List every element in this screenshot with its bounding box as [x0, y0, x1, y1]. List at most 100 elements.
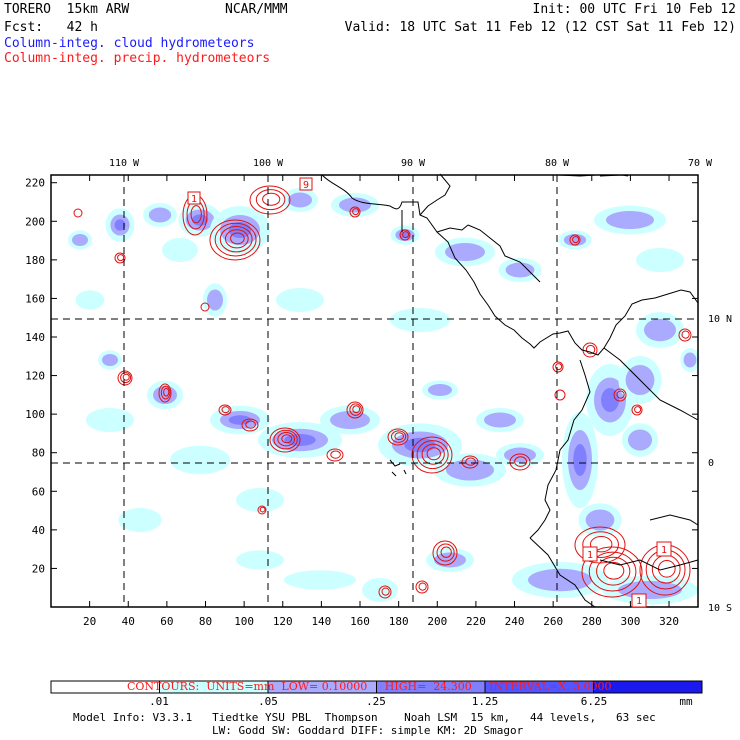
cloud-blob: [628, 429, 652, 451]
contour-label: 1: [636, 596, 642, 607]
precip-contour: [616, 390, 625, 399]
y-tick-label: 80: [32, 447, 45, 460]
precip-contour: [200, 302, 210, 312]
precip-contour: [230, 232, 245, 245]
precip-contour: [218, 404, 232, 416]
precip-contour: [277, 432, 296, 447]
cloud-blob: [504, 447, 536, 463]
precip-contour: [554, 389, 566, 401]
cloud-blob: [644, 318, 676, 342]
precip-contour: [411, 436, 453, 474]
precip-contour: [581, 546, 643, 598]
cloud-blob: [118, 508, 162, 532]
precip-contour: [555, 363, 563, 371]
precip-contour: [257, 505, 267, 515]
precip-contour: [117, 254, 125, 262]
organization-label: NCAR/MMM: [225, 2, 288, 17]
precip-contour: [259, 506, 266, 513]
x-tick-label: 320: [659, 615, 679, 628]
precip-contour: [249, 185, 291, 215]
cloud-blob: [404, 437, 436, 453]
cloud-shading: [68, 188, 700, 605]
x-tick-label: 60: [160, 615, 173, 628]
lat-label: 10 S: [708, 603, 732, 614]
precip-contour: [514, 456, 528, 467]
cloud-legend: Column-integ. cloud hydrometeors: [4, 36, 255, 51]
interval-value: INTERVAL=X 3.0000: [489, 680, 612, 693]
model-info-line1: Model Info: V3.3.1 Tiedtke YSU PBL Thomp…: [73, 711, 656, 724]
precip-contour: [432, 540, 458, 566]
precip-contour: [681, 330, 690, 339]
precip-contour: [465, 457, 476, 466]
colorbar-label: 6.25: [580, 695, 608, 708]
cloud-blob: [636, 248, 684, 272]
precip-legend: Column-integ. precip. hydrometeors: [4, 51, 271, 66]
map-frame: [50, 174, 699, 608]
x-tick-label: 40: [122, 615, 135, 628]
precip-contour: [273, 429, 298, 450]
lat-labels: 10 N 0 10 S: [708, 314, 732, 614]
x-tick-label: 200: [427, 615, 447, 628]
precip-contour: [440, 546, 452, 558]
x-tick-label: 240: [505, 615, 525, 628]
cloud-blob: [236, 550, 284, 570]
precip-contour: [114, 252, 126, 264]
precip-contour: [399, 229, 411, 241]
precip-contour: [262, 192, 281, 206]
x-tick-label: 20: [83, 615, 96, 628]
y-tick-label: 20: [32, 562, 45, 575]
x-tick-label: 80: [199, 615, 212, 628]
low-value: LOW= 0.10000: [281, 680, 368, 693]
cloud-blob: [446, 459, 494, 481]
precip-contour: [418, 582, 427, 591]
precip-contour: [574, 526, 626, 564]
init-time: Init: 00 UTC Fri 10 Feb 12: [532, 2, 737, 17]
lat-label: 10 N: [708, 314, 732, 325]
cloud-blob: [390, 308, 450, 332]
precip-contour: [402, 231, 410, 239]
cloud-blob: [683, 352, 697, 368]
precip-contour: [436, 543, 455, 562]
contour-label: 9: [303, 180, 309, 191]
cloud-blob: [276, 288, 324, 312]
y-tick-label: 100: [25, 408, 45, 421]
precip-contour: [596, 556, 631, 586]
cloud-blob: [284, 570, 356, 590]
precip-contour: [221, 406, 230, 414]
colorbar-label: 1.25: [471, 695, 499, 708]
cloud-blob: [75, 290, 105, 310]
colorbar: [50, 680, 703, 694]
precip-contour: [509, 453, 531, 471]
precip-contour: [390, 430, 407, 443]
contour-label: 1: [191, 194, 197, 205]
y-tick-label: 140: [25, 331, 45, 344]
precip-contour: [224, 229, 249, 249]
model-info-line2: LW: Godd SW: Goddard DIFF: simple KM: 2D…: [212, 724, 524, 737]
cloud-blob: [236, 488, 284, 512]
precip-contour: [349, 403, 362, 416]
x-tick-label: 260: [543, 615, 563, 628]
x-tick-label: 220: [466, 615, 486, 628]
contour-info: CONTOURS: UNITS=mm LOW= 0.10000 HIGH= 24…: [120, 669, 611, 693]
x-tick-label: 280: [582, 615, 602, 628]
cloud-blob: [148, 207, 172, 223]
cloud-blob: [207, 289, 223, 311]
precip-contour: [120, 372, 132, 384]
precip-contour: [426, 447, 441, 461]
x-tick-label: 120: [273, 615, 293, 628]
contour-label-text: 9 1 1 1 1: [191, 180, 667, 607]
cloud-blob: [162, 238, 198, 262]
y-tick-label: 200: [25, 215, 45, 228]
precip-contour: [613, 388, 627, 402]
precip-contour: [160, 385, 171, 400]
y-tick-label: 160: [25, 292, 45, 305]
lon-label: 110 W: [109, 158, 140, 169]
precip-contour: [209, 219, 261, 261]
forecast-hour: Fcst: 42 h: [4, 20, 98, 35]
cloud-blob: [114, 219, 126, 231]
colorbar-label: .01: [149, 695, 169, 708]
contour-label: 1: [661, 545, 667, 556]
x-tick-labels: 20 40 60 80 100 120 140 160 180 200 220 240 260 280 30…: [83, 615, 679, 628]
precip-contour: [582, 531, 619, 558]
